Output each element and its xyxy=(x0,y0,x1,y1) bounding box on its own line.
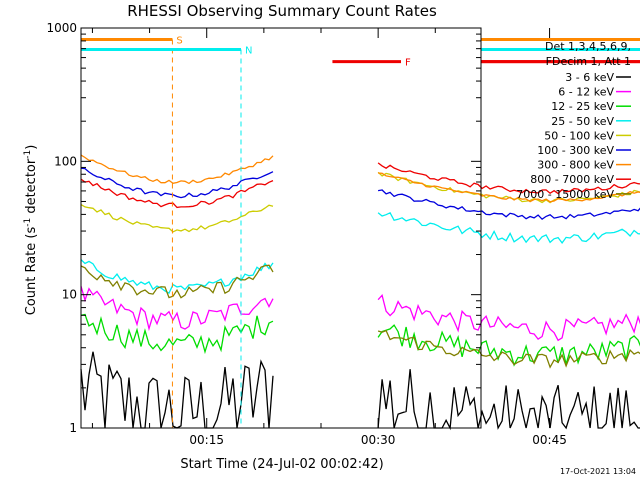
legend-header-line-2: FDecim 1, Att 1 xyxy=(546,55,631,68)
y-axis-label-mid: detector xyxy=(24,158,39,218)
y-tick-label: 1 xyxy=(69,421,77,435)
legend-entry-label: 12 - 25 keV xyxy=(551,100,614,113)
series-line xyxy=(80,162,640,209)
legend-entry-label: 6 - 12 keV xyxy=(558,86,614,99)
y-axis-label-end: ) xyxy=(24,145,39,150)
x-axis-label: Start Time (24-Jul-02 00:02:42) xyxy=(180,457,383,472)
x-tick-label: 00:15 xyxy=(189,433,224,447)
x-tick-label: 00:45 xyxy=(532,433,567,447)
series-line xyxy=(80,211,640,295)
legend-header-line-1: Det 1,3,4,5,6,9, xyxy=(545,40,631,53)
y-axis-label-sup2: -1 xyxy=(23,150,33,159)
legend-entry-label: 3 - 6 keV xyxy=(565,71,614,84)
series-line xyxy=(80,313,640,367)
legend-entry-label: 300 - 800 keV xyxy=(537,159,614,172)
series-line xyxy=(80,286,640,342)
flag-label: S xyxy=(176,35,182,46)
legend-entry-label: 7000 - 15000 keV xyxy=(516,188,614,201)
legend: Det 1,3,4,5,6,9, FDecim 1, Att 1 3 - 6 k… xyxy=(516,40,631,201)
series-line xyxy=(80,154,640,203)
y-tick-label: 100 xyxy=(54,154,77,168)
y-tick-label: 1000 xyxy=(46,21,77,35)
plot-frame xyxy=(80,27,482,429)
legend-entry-label: 25 - 50 keV xyxy=(551,115,614,128)
series-layer xyxy=(80,154,640,431)
y-axis-label-sup1: -1 xyxy=(23,218,33,227)
legend-entry-label: 800 - 7000 keV xyxy=(530,173,614,186)
legend-entry-label: 100 - 300 keV xyxy=(537,144,614,157)
flag-layer: S N F xyxy=(81,35,640,428)
legend-entry-label: 50 - 100 keV xyxy=(544,129,614,142)
flag-label: N xyxy=(245,45,252,56)
x-tick-label: 00:30 xyxy=(361,433,396,447)
series-line xyxy=(80,167,640,221)
series-line xyxy=(80,264,640,369)
y-axis-label: Count Rate (s-1 detector-1) xyxy=(23,145,39,316)
y-tick-label: 10 xyxy=(62,288,77,302)
footer-timestamp: 17-Oct-2021 13:04 xyxy=(560,467,636,476)
y-axis-label-main: Count Rate (s xyxy=(24,227,39,316)
flag-label: F xyxy=(405,58,411,69)
chart-title: RHESSI Observing Summary Count Rates xyxy=(127,2,437,20)
